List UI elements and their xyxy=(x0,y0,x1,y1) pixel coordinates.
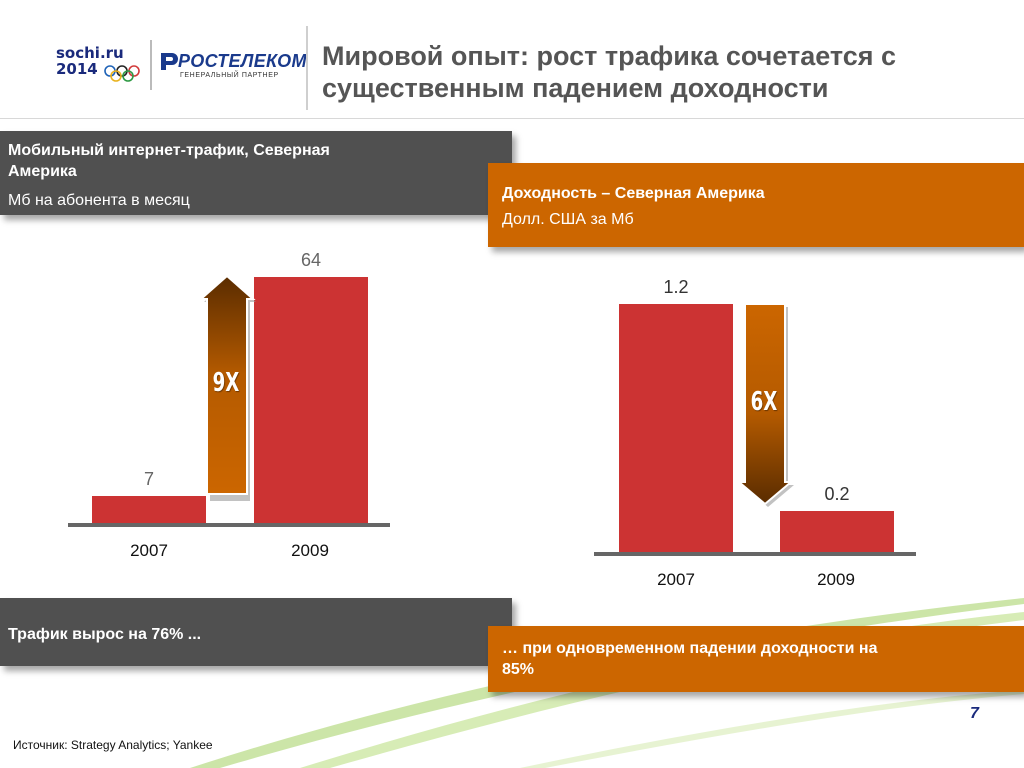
left-chart-bar-2007 xyxy=(92,496,206,523)
left-chart-year-2007: 2007 xyxy=(130,541,168,560)
right-chart-units: Долл. США за Мб xyxy=(502,211,634,228)
left-chart-title: Мобильный интернет-трафик, Северная Амер… xyxy=(8,140,330,182)
sochi-logo-line1: sochi.ru xyxy=(56,44,124,62)
rostelecom-logo-icon xyxy=(161,53,178,70)
page-number: 7 xyxy=(970,705,979,722)
sochi-logo-line2: 2014 xyxy=(56,60,98,78)
left-chart-growth-label: 9X xyxy=(212,368,240,398)
left-chart-units: Мб на абонента в месяц xyxy=(8,192,190,209)
yield-decline-text-line2: 85% xyxy=(502,661,535,678)
right-chart-year-2009: 2009 xyxy=(817,570,855,589)
yield-decline-callout: … при одновременном падении доходности н… xyxy=(488,626,1024,692)
left-chart-value-2009: 64 xyxy=(300,250,322,270)
right-chart-baseline xyxy=(594,552,916,556)
rostelecom-logo-subtitle: ГЕНЕРАЛЬНЫЙ ПАРТНЕР xyxy=(180,72,279,79)
growth-up-arrow-icon xyxy=(198,274,256,501)
right-chart: 1.2 0.2 2007 2009 6X xyxy=(594,277,916,589)
right-chart-value-2009: 0.2 xyxy=(824,483,850,504)
slide-title: Мировой опыт: рост трафика сочетается с … xyxy=(322,40,1012,104)
traffic-growth-text: Трафик вырос на 76% ... xyxy=(8,626,202,643)
right-chart-bar-2009 xyxy=(780,510,894,552)
rostelecom-logo-text: РОСТЕЛЕКОМ xyxy=(178,51,307,71)
slide-title-line1: Мировой опыт: рост трафика сочетается с xyxy=(322,41,897,71)
source-note: Источник: Strategy Analytics; Yankee xyxy=(13,738,213,752)
right-chart-bar-2007 xyxy=(619,304,733,552)
left-chart: 7 64 2007 2009 9X xyxy=(0,0,512,600)
left-chart-title-line2: Америка xyxy=(8,163,77,180)
left-chart-header: Мобильный интернет-трафик, Северная Амер… xyxy=(0,131,512,215)
sochi-2014-logo: sochi.ru 2014 xyxy=(56,46,148,86)
right-chart-header: Доходность – Северная Америка Долл. США … xyxy=(488,163,1024,247)
left-chart-baseline xyxy=(68,523,390,527)
left-chart-year-2009: 2009 xyxy=(291,541,329,560)
right-chart-decline-label: 6X xyxy=(750,387,778,417)
left-chart-bar-2009 xyxy=(254,277,368,523)
right-chart-title: Доходность – Северная Америка xyxy=(502,185,765,202)
left-chart-value-2007: 7 xyxy=(143,469,154,490)
yield-decline-text: … при одновременном падении доходности н… xyxy=(502,638,877,680)
traffic-growth-callout: Трафик вырос на 76% ... xyxy=(0,598,512,666)
yield-decline-text-line1: … при одновременном падении доходности н… xyxy=(502,640,878,657)
slide-title-line2: существенным падением доходности xyxy=(322,73,829,103)
logo-separator xyxy=(150,40,152,90)
right-chart-value-2007: 1.2 xyxy=(663,277,689,297)
right-chart-year-2007: 2007 xyxy=(657,570,695,589)
title-separator xyxy=(306,26,308,110)
olympic-rings-icon xyxy=(104,65,140,82)
left-chart-title-line1: Мобильный интернет-трафик, Северная xyxy=(8,142,330,159)
decline-down-arrow-icon xyxy=(736,303,794,507)
header-divider xyxy=(0,118,1024,119)
